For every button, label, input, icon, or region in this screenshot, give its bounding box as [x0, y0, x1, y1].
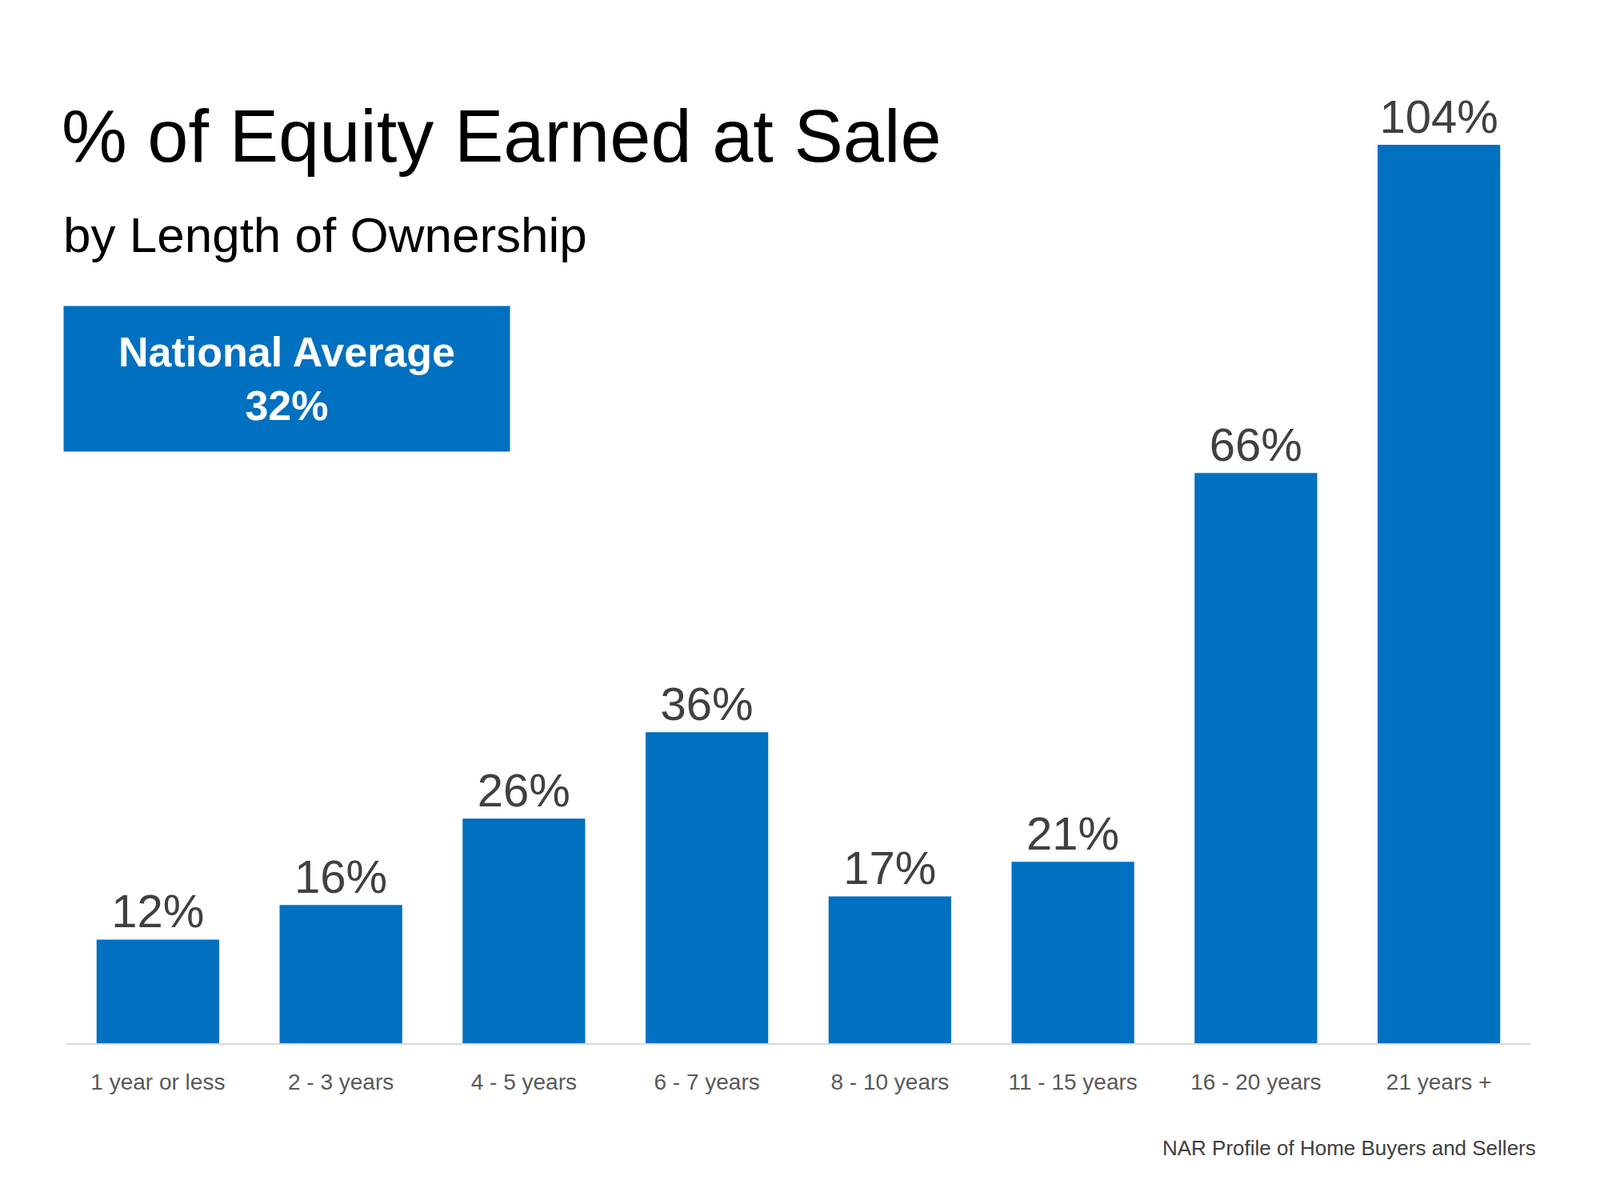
svg-text:1 year or less: 1 year or less [90, 1069, 225, 1095]
svg-text:National Average32%: National Average32% [118, 328, 456, 430]
svg-text:12%: 12% [111, 884, 204, 937]
svg-text:104%: 104% [1379, 90, 1498, 143]
svg-text:17%: 17% [843, 841, 936, 894]
svg-text:2 - 3 years: 2 - 3 years [288, 1069, 394, 1095]
svg-text:21 years +: 21 years + [1386, 1069, 1492, 1095]
svg-text:36%: 36% [660, 677, 754, 730]
svg-text:16 - 20 years: 16 - 20 years [1190, 1069, 1321, 1095]
svg-text:16%: 16% [294, 850, 388, 903]
svg-text:4 - 5 years: 4 - 5 years [471, 1069, 577, 1095]
svg-text:21%: 21% [1026, 807, 1120, 860]
svg-text:66%: 66% [1209, 418, 1303, 471]
svg-text:8 - 10 years: 8 - 10 years [830, 1069, 949, 1095]
svg-text:NAR Profile of Home Buyers and: NAR Profile of Home Buyers and Sellers [1162, 1136, 1536, 1160]
svg-text:by Length of Ownership: by Length of Ownership [63, 207, 588, 263]
svg-text:% of Equity Earned at Sale: % of Equity Earned at Sale [61, 95, 942, 177]
svg-text:6 - 7 years: 6 - 7 years [653, 1069, 760, 1095]
svg-text:11 - 15 years: 11 - 15 years [1008, 1069, 1137, 1095]
svg-text:26%: 26% [477, 764, 571, 816]
